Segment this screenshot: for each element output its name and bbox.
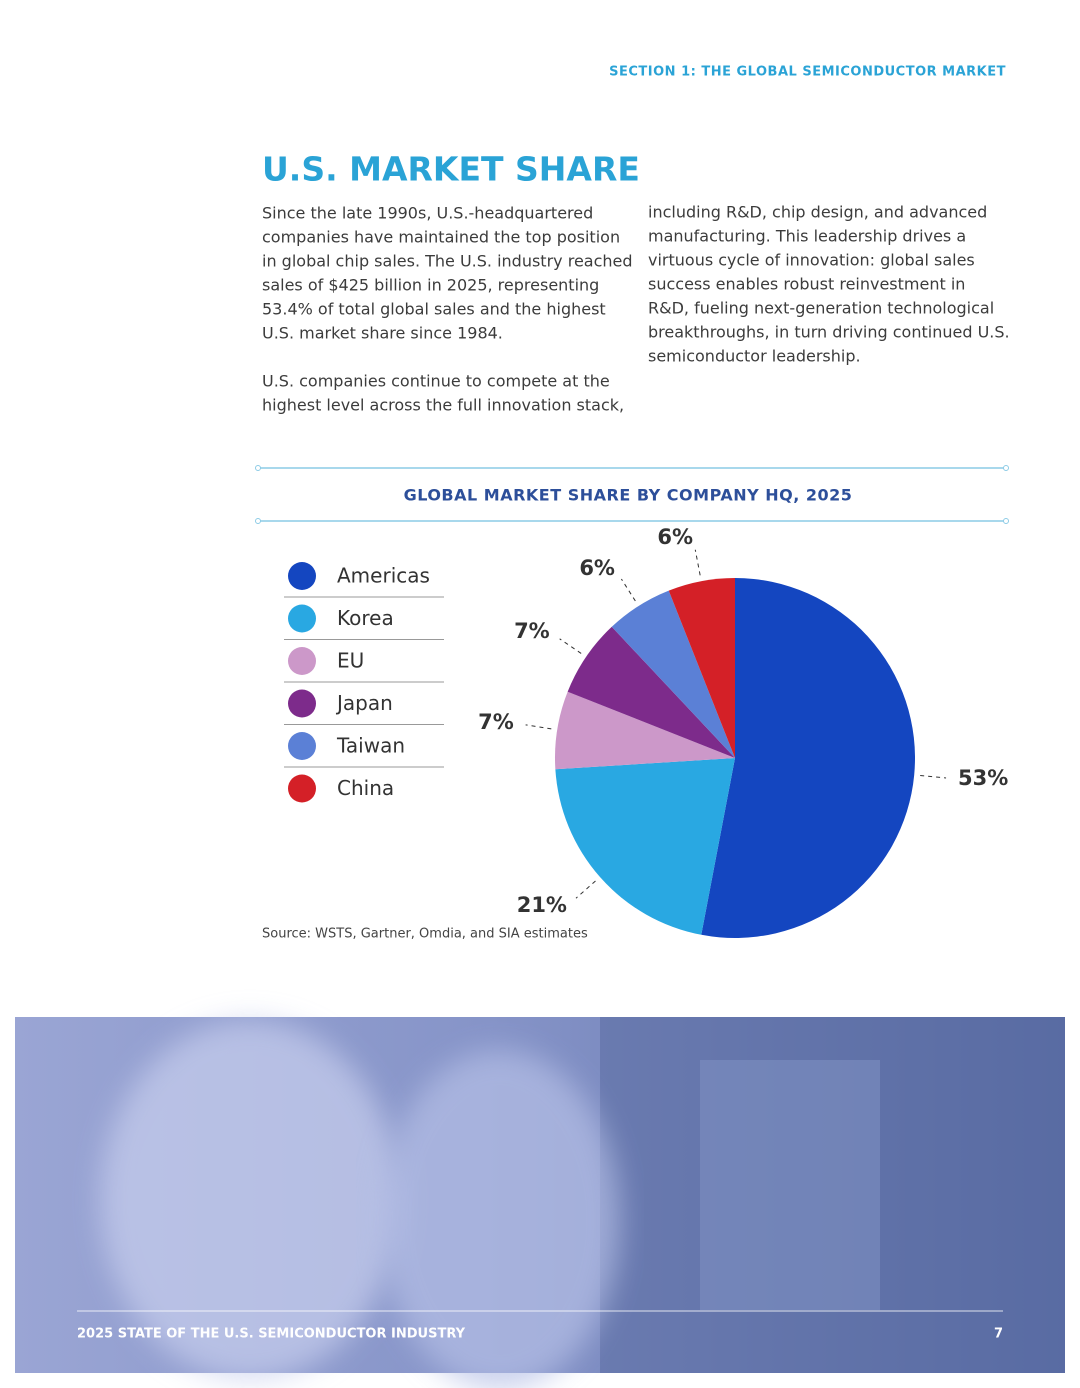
leader-line bbox=[559, 638, 582, 654]
body-line: U.S. companies continue to compete at th… bbox=[262, 372, 610, 391]
body-line: including R&D, chip design, and advanced bbox=[648, 203, 987, 222]
body-line: highest level across the full innovation… bbox=[262, 396, 624, 415]
legend-swatch bbox=[288, 562, 316, 590]
pie-slice bbox=[567, 626, 735, 758]
value-label: 6% bbox=[657, 525, 693, 549]
body-line: virtuous cycle of innovation: global sal… bbox=[648, 251, 975, 270]
body-line: in global chip sales. The U.S. industry … bbox=[262, 252, 633, 271]
pie-slice bbox=[555, 691, 735, 770]
legend-label: Japan bbox=[335, 691, 393, 715]
pie-slice bbox=[611, 590, 735, 758]
legend-label: EU bbox=[337, 649, 364, 673]
leader-line bbox=[694, 549, 701, 576]
footer-title: 2025 STATE OF THE U.S. SEMICONDUCTOR IND… bbox=[77, 1327, 466, 1342]
body-text: Since the late 1990s, U.S.-headquartered… bbox=[262, 203, 1010, 415]
page-title: U.S. MARKET SHARE bbox=[262, 150, 640, 189]
chart-title: GLOBAL MARKET SHARE BY COMPANY HQ, 2025 bbox=[404, 486, 853, 505]
legend-swatch bbox=[288, 774, 316, 803]
rule-end bbox=[1003, 518, 1009, 524]
figure bbox=[100, 1020, 400, 1380]
body-line: R&D, fueling next-generation technologic… bbox=[648, 299, 994, 318]
value-label: 21% bbox=[517, 893, 567, 917]
body-line: success enables robust reinvestment in bbox=[648, 275, 965, 294]
figure bbox=[380, 1050, 620, 1388]
value-label: 53% bbox=[958, 766, 1008, 790]
body-line: 53.4% of total global sales and the high… bbox=[262, 300, 606, 319]
photo: 2025 STATE OF THE U.S. SEMICONDUCTOR IND… bbox=[15, 1017, 1065, 1388]
body-line: companies have maintained the top positi… bbox=[262, 228, 620, 247]
value-label: 7% bbox=[514, 619, 550, 643]
pie-slice bbox=[701, 578, 916, 939]
legend-label: China bbox=[337, 776, 394, 800]
leader-line bbox=[620, 578, 636, 602]
leader-line bbox=[920, 775, 947, 779]
body-line: U.S. market share since 1984. bbox=[262, 324, 503, 343]
legend-swatch bbox=[288, 604, 316, 633]
pie-slice bbox=[668, 578, 735, 758]
value-label: 7% bbox=[478, 710, 514, 734]
legend-swatch bbox=[288, 732, 316, 760]
legend-label: Taiwan bbox=[336, 734, 405, 758]
legend-label: Korea bbox=[337, 606, 394, 630]
body-line: manufacturing. This leadership drives a bbox=[648, 227, 966, 246]
legend-label: Americas bbox=[337, 564, 430, 588]
rule-end bbox=[255, 465, 261, 471]
pie-chart: 53% 21% 7% 7% 6% 6% Americas Korea EU Japan Taiwan… bbox=[284, 525, 1008, 939]
body-line: breakthroughs, in turn driving continued… bbox=[648, 323, 1010, 342]
rule-end bbox=[1003, 465, 1009, 471]
rule-end bbox=[255, 518, 261, 524]
body-line: semiconductor leadership. bbox=[648, 347, 861, 366]
pie-slice bbox=[555, 758, 735, 935]
legend-swatch bbox=[288, 689, 316, 718]
value-label: 6% bbox=[579, 556, 615, 580]
legend-swatch bbox=[288, 647, 316, 675]
body-line: sales of $425 billion in 2025, represent… bbox=[262, 276, 599, 295]
body-line: Since the late 1990s, U.S.-headquartered bbox=[262, 204, 593, 223]
machine-panel bbox=[700, 1060, 880, 1310]
leader-line bbox=[575, 880, 596, 899]
source: Source: WSTS, Gartner, Omdia, and SIA es… bbox=[262, 927, 588, 942]
page-number: 7 bbox=[994, 1327, 1003, 1342]
section-header: SECTION 1: THE GLOBAL SEMICONDUCTOR MARK… bbox=[609, 65, 1006, 80]
leader-line bbox=[525, 724, 552, 730]
